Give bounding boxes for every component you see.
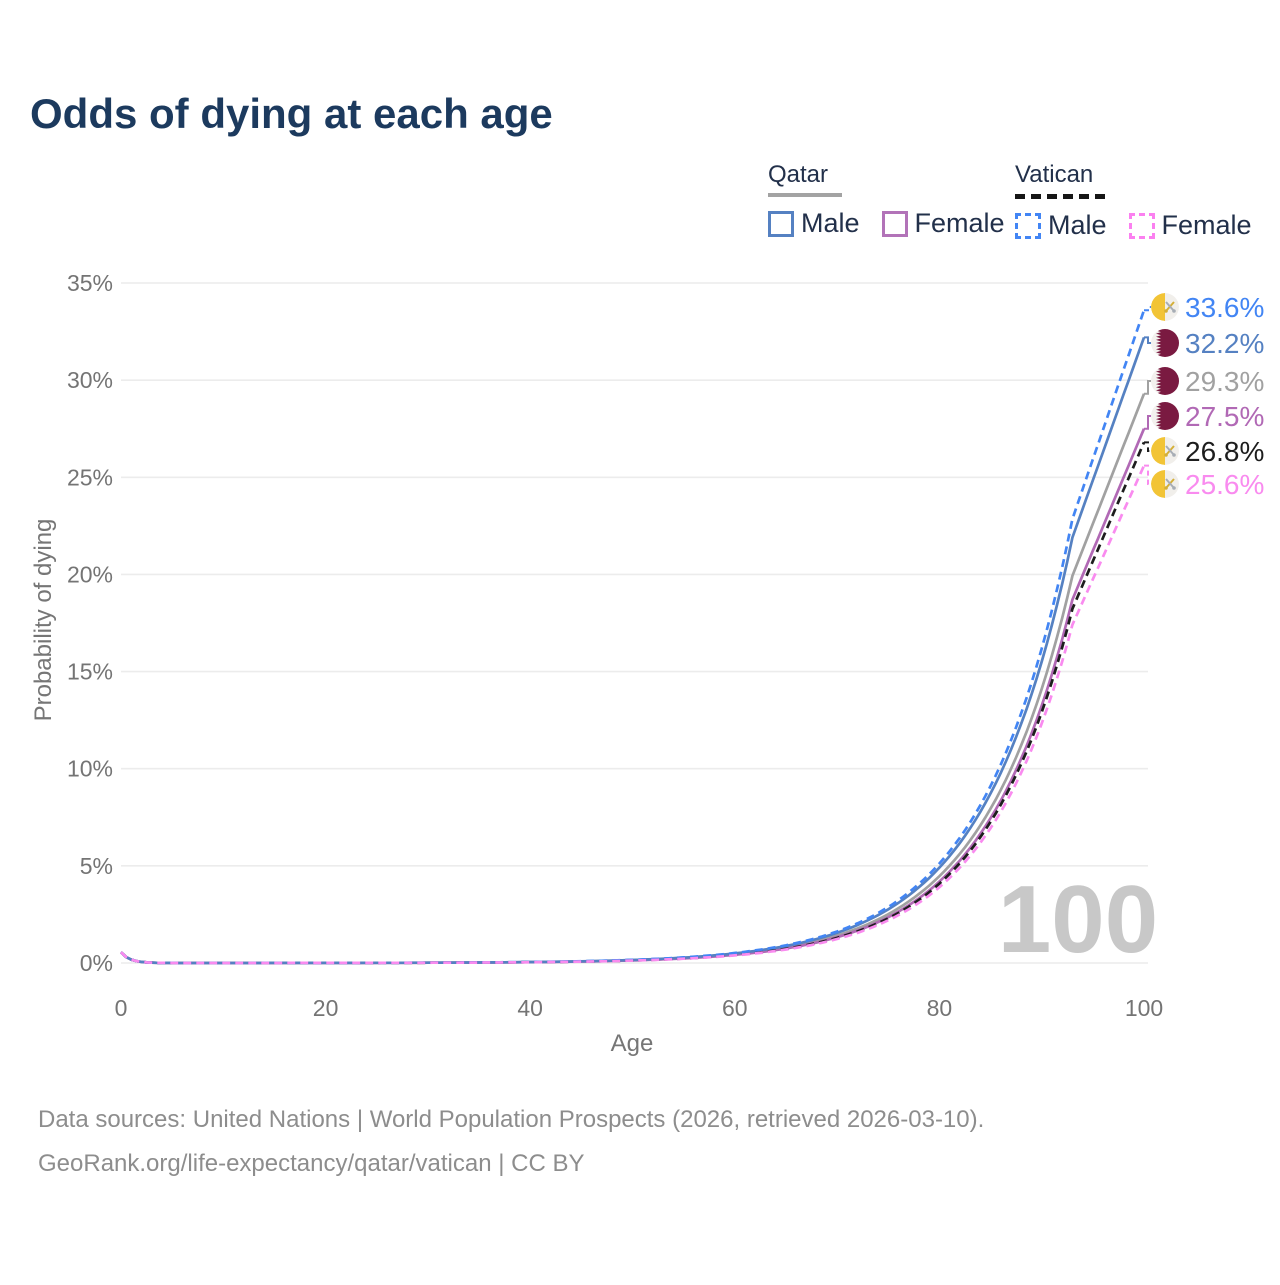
legend-header-qatar: Qatar [768, 161, 829, 188]
legend-item-qatar-male[interactable]: Male [768, 208, 860, 239]
vatican-flag-icon [1151, 293, 1179, 321]
legend-swatch-vatican-male[interactable] [1015, 212, 1041, 239]
end-value-label: 33.6% [1185, 292, 1264, 323]
legend-label-qatar-female: Female [914, 208, 1005, 238]
x-tick-label: 0 [115, 995, 128, 1021]
legend-item-vatican-female[interactable]: Female [1128, 210, 1252, 241]
legend-label-vatican-female: Female [1161, 210, 1252, 240]
qatar-flag-icon [1151, 402, 1179, 430]
vatican-flag-icon [1151, 470, 1179, 498]
x-axis-title: Age [610, 1030, 654, 1057]
y-tick-label: 35% [67, 270, 113, 296]
vatican-dashed-line-sample [1015, 194, 1105, 199]
x-tick-label: 40 [517, 995, 543, 1021]
page-title: Odds of dying at each age [30, 90, 553, 137]
end-value-label: 27.5% [1185, 401, 1264, 432]
legend-group-qatar: Qatar Male Female [768, 161, 1005, 239]
y-tick-label: 5% [80, 853, 113, 879]
end-value-label: 26.8% [1185, 436, 1264, 467]
legend-item-qatar-female[interactable]: Female [881, 208, 1005, 239]
legend-label-vatican-male: Male [1048, 210, 1107, 240]
series-line-qatar-male [120, 336, 1146, 965]
legend-group-vatican: Vatican Male Female [1015, 161, 1252, 241]
label-connector [1144, 464, 1151, 485]
y-tick-label: 10% [67, 756, 113, 782]
legend-items-qatar: Male Female [768, 208, 1005, 239]
vatican-flag-icon [1151, 437, 1179, 465]
y-tick-label: 25% [67, 464, 113, 490]
legend-swatch-qatar-female[interactable] [881, 210, 908, 237]
y-axis-title: Probability of dying [30, 518, 57, 722]
label-connector [1144, 306, 1151, 312]
label-connector [1144, 380, 1151, 395]
footer: Data sources: United Nations | World Pop… [38, 1106, 984, 1194]
y-tick-label: 20% [67, 561, 113, 587]
label-connector [1144, 336, 1151, 344]
legend-header-vatican: Vatican [1015, 161, 1094, 188]
series-line-qatar-female [120, 428, 1146, 965]
y-tick-label: 0% [80, 950, 113, 976]
series-line-qatar-both-sexes [120, 393, 1146, 965]
label-connector [1144, 415, 1151, 430]
x-tick-label: 20 [313, 995, 339, 1021]
y-tick-label: 30% [67, 367, 113, 393]
x-tick-label: 100 [1125, 995, 1163, 1021]
qatar-flag-icon [1151, 367, 1179, 395]
footer-attribution: GeoRank.org/life-expectancy/qatar/vatica… [38, 1150, 585, 1177]
series-line-vatican-both-sexes [120, 441, 1146, 965]
qatar-solid-line-sample [768, 193, 842, 197]
qatar-flag-icon [1151, 329, 1179, 357]
y-tick-label: 15% [67, 659, 113, 685]
label-connector [1144, 441, 1151, 452]
legend-item-vatican-male[interactable]: Male [1015, 210, 1107, 241]
footer-data-sources: Data sources: United Nations | World Pop… [38, 1106, 985, 1133]
x-tick-label: 60 [722, 995, 748, 1021]
age-watermark: 100 [998, 866, 1158, 973]
end-value-label: 29.3% [1185, 366, 1264, 397]
legend-swatch-qatar-male[interactable] [768, 210, 794, 237]
legend-swatch-vatican-female[interactable] [1128, 212, 1155, 239]
legend-items-vatican: Male Female [1015, 210, 1252, 241]
end-value-label: 32.2% [1185, 328, 1264, 359]
x-tick-label: 80 [927, 995, 953, 1021]
legend-label-qatar-male: Male [801, 208, 860, 238]
series-line-vatican-female [120, 465, 1146, 965]
end-value-label: 25.6% [1185, 469, 1264, 500]
